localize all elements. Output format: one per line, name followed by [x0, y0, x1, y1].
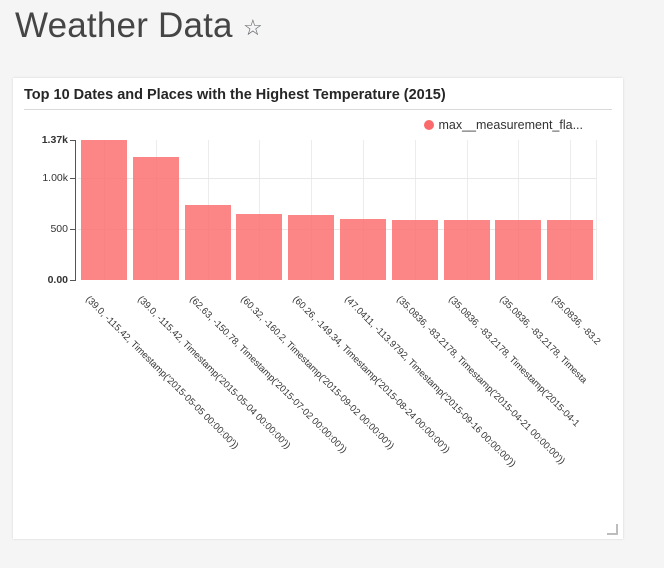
favorite-star-icon[interactable]: ☆: [243, 15, 263, 40]
horizontal-gridline: [78, 178, 596, 180]
vertical-gridline: [259, 140, 261, 280]
y-axis-tick: [70, 140, 75, 141]
resize-handle-icon[interactable]: [607, 524, 618, 535]
vertical-gridline: [518, 140, 520, 280]
bar-chart-plot-area: 0.00 500 1.00k 1.37k (39.0, -115.42, Timesta…: [13, 78, 623, 539]
vertical-gridline: [596, 140, 597, 280]
y-axis-tick-label: 0.00: [47, 274, 68, 286]
title-separator: [24, 109, 612, 110]
y-axis-tick: [70, 229, 75, 231]
x-axis-tick-label: (47.0411, -113.9792, Timestamp('2015-09-…: [342, 294, 518, 470]
x-axis-tick-label: (35.0836, -83.2178, Timesta: [497, 294, 590, 386]
legend-dot-icon: [424, 120, 435, 130]
bar[interactable]: [443, 219, 490, 280]
vertical-gridline: [570, 140, 572, 280]
bar[interactable]: [547, 220, 594, 280]
bar[interactable]: [80, 140, 127, 280]
page-header: Weather Data ☆: [0, 0, 664, 78]
chart-title: Top 10 Dates and Places with the Highest…: [24, 87, 446, 103]
bar[interactable]: [184, 205, 231, 280]
bar[interactable]: [391, 219, 438, 280]
y-axis-tick-label: 500: [50, 223, 68, 236]
y-axis-tick: [70, 280, 75, 281]
y-axis-tick: [70, 178, 75, 180]
y-axis-tick-label: 1.37k: [41, 134, 68, 146]
bar[interactable]: [132, 157, 179, 280]
y-axis-tick-label: 1.00k: [42, 172, 68, 185]
vertical-gridline: [311, 140, 313, 280]
bar[interactable]: [339, 218, 386, 280]
vertical-gridline: [414, 140, 416, 280]
legend-item[interactable]: max__measurement_fla...: [424, 118, 583, 132]
chart-card: Top 10 Dates and Places with the Highest…: [13, 78, 623, 539]
x-axis-tick-label: (35.0836, -83.2: [549, 294, 603, 348]
bar[interactable]: [288, 215, 335, 280]
bar[interactable]: [495, 219, 542, 280]
vertical-gridline: [362, 140, 364, 280]
bar[interactable]: [236, 214, 283, 280]
y-axis-line: [75, 140, 76, 281]
horizontal-gridline: [78, 229, 596, 231]
vertical-gridline: [466, 140, 468, 280]
legend-label: max__measurement_fla...: [438, 118, 583, 132]
page-title: Weather Data: [15, 6, 233, 45]
